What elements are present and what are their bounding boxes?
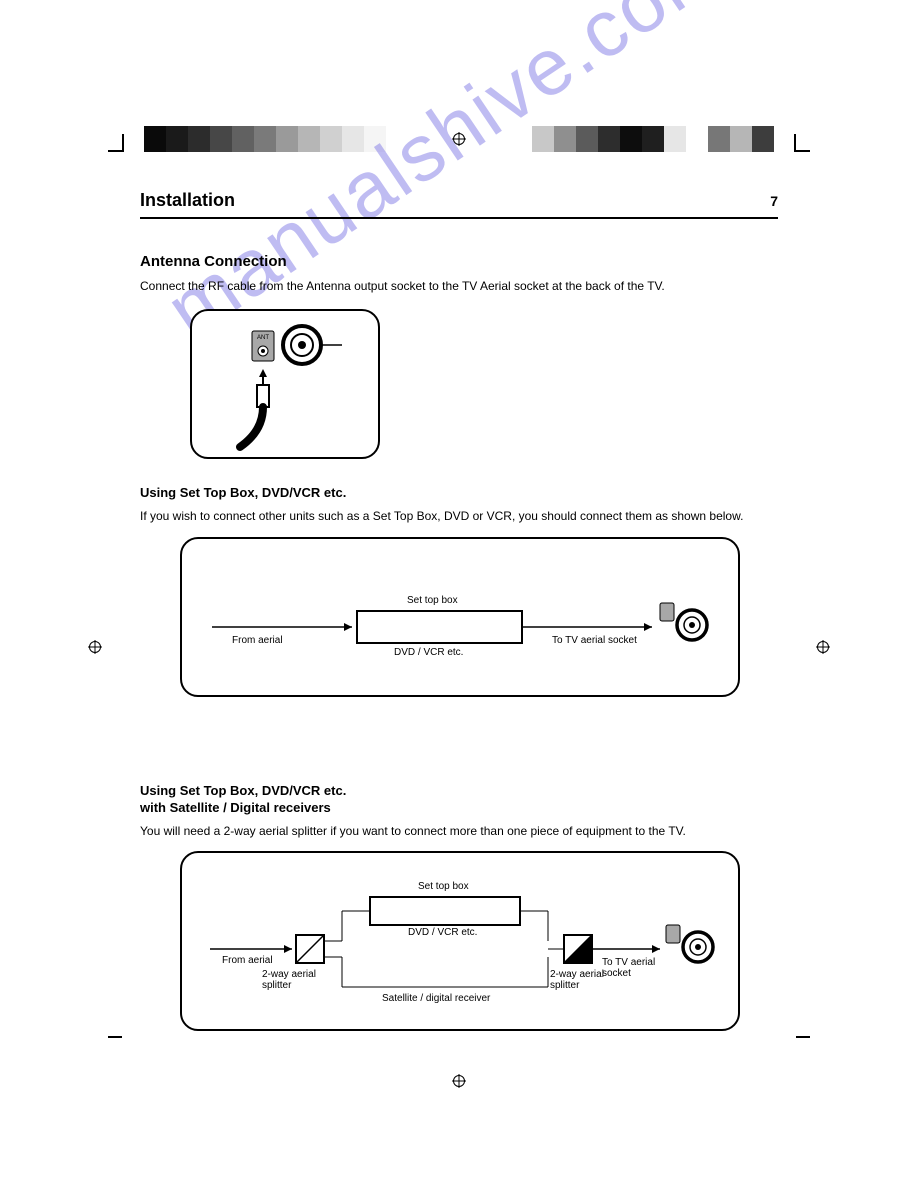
color-swatch bbox=[642, 126, 664, 152]
caption: 2-way aerial splitter bbox=[262, 969, 332, 991]
caption: From aerial bbox=[222, 955, 273, 966]
color-swatch bbox=[232, 126, 254, 152]
splitter-diagram bbox=[182, 853, 742, 1033]
color-swatch bbox=[576, 126, 598, 152]
ant-label: ANT bbox=[257, 335, 269, 341]
body-text: Connect the RF cable from the Antenna ou… bbox=[140, 278, 778, 295]
caption: To TV aerial socket bbox=[602, 957, 672, 979]
color-swatch bbox=[166, 126, 188, 152]
caption: Set top box bbox=[407, 595, 458, 606]
color-swatch bbox=[342, 126, 364, 152]
crop-mark bbox=[108, 150, 122, 152]
body-text: If you wish to connect other units such … bbox=[140, 508, 778, 525]
section-heading: Antenna Connection bbox=[140, 253, 778, 270]
caption: DVD / VCR etc. bbox=[394, 647, 463, 658]
color-swatch bbox=[620, 126, 642, 152]
color-swatch bbox=[554, 126, 576, 152]
signal-chain-diagram bbox=[182, 539, 742, 699]
color-swatch bbox=[532, 126, 554, 152]
color-calibration-bar bbox=[144, 126, 408, 152]
color-swatch bbox=[144, 126, 166, 152]
caption: DVD / VCR etc. bbox=[408, 927, 477, 938]
color-calibration-bar bbox=[510, 126, 774, 152]
antenna-jack-icon: ANT bbox=[192, 311, 382, 461]
caption: Satellite / digital receiver bbox=[382, 993, 490, 1004]
crop-mark bbox=[122, 134, 124, 152]
caption: From aerial bbox=[232, 635, 283, 646]
color-swatch bbox=[598, 126, 620, 152]
color-swatch bbox=[364, 126, 386, 152]
registration-mark-icon bbox=[452, 1074, 466, 1088]
header-row: Installation 7 bbox=[140, 190, 778, 211]
registration-mark-icon bbox=[816, 640, 830, 654]
color-swatch bbox=[254, 126, 276, 152]
color-swatch bbox=[320, 126, 342, 152]
color-swatch bbox=[386, 126, 408, 152]
color-swatch bbox=[510, 126, 532, 152]
color-swatch bbox=[730, 126, 752, 152]
caption: Set top box bbox=[418, 881, 469, 892]
section-heading: Using Set Top Box, DVD/VCR etc. bbox=[140, 485, 778, 500]
registration-mark-icon bbox=[88, 640, 102, 654]
body-text: You will need a 2-way aerial splitter if… bbox=[140, 823, 778, 840]
color-swatch bbox=[752, 126, 774, 152]
color-swatch bbox=[686, 126, 708, 152]
color-swatch bbox=[210, 126, 232, 152]
registration-mark-icon bbox=[452, 132, 466, 146]
crop-mark bbox=[796, 1036, 810, 1038]
caption: To TV aerial socket bbox=[552, 635, 637, 646]
crop-mark bbox=[796, 150, 810, 152]
content-area: Installation 7 Antenna Connection Connec… bbox=[140, 190, 778, 1031]
page: manualshive.com Installation 7 Antenna C… bbox=[0, 0, 918, 1188]
section-heading: Using Set Top Box, DVD/VCR etc. bbox=[140, 783, 778, 798]
figure-splitter-chain: From aerial Set top box DVD / VCR etc. S… bbox=[180, 851, 740, 1031]
section-heading: with Satellite / Digital receivers bbox=[140, 800, 778, 815]
page-number: 7 bbox=[770, 193, 778, 209]
color-swatch bbox=[276, 126, 298, 152]
crop-mark bbox=[794, 134, 796, 152]
color-swatch bbox=[298, 126, 320, 152]
color-swatch bbox=[708, 126, 730, 152]
page-title: Installation bbox=[140, 190, 235, 211]
figure-single-chain: From aerial Set top box DVD / VCR etc. T… bbox=[180, 537, 740, 697]
title-rule bbox=[140, 217, 778, 219]
color-swatch bbox=[664, 126, 686, 152]
figure-antenna-jack: ANT bbox=[190, 309, 380, 459]
color-swatch bbox=[188, 126, 210, 152]
crop-mark bbox=[108, 1036, 122, 1038]
